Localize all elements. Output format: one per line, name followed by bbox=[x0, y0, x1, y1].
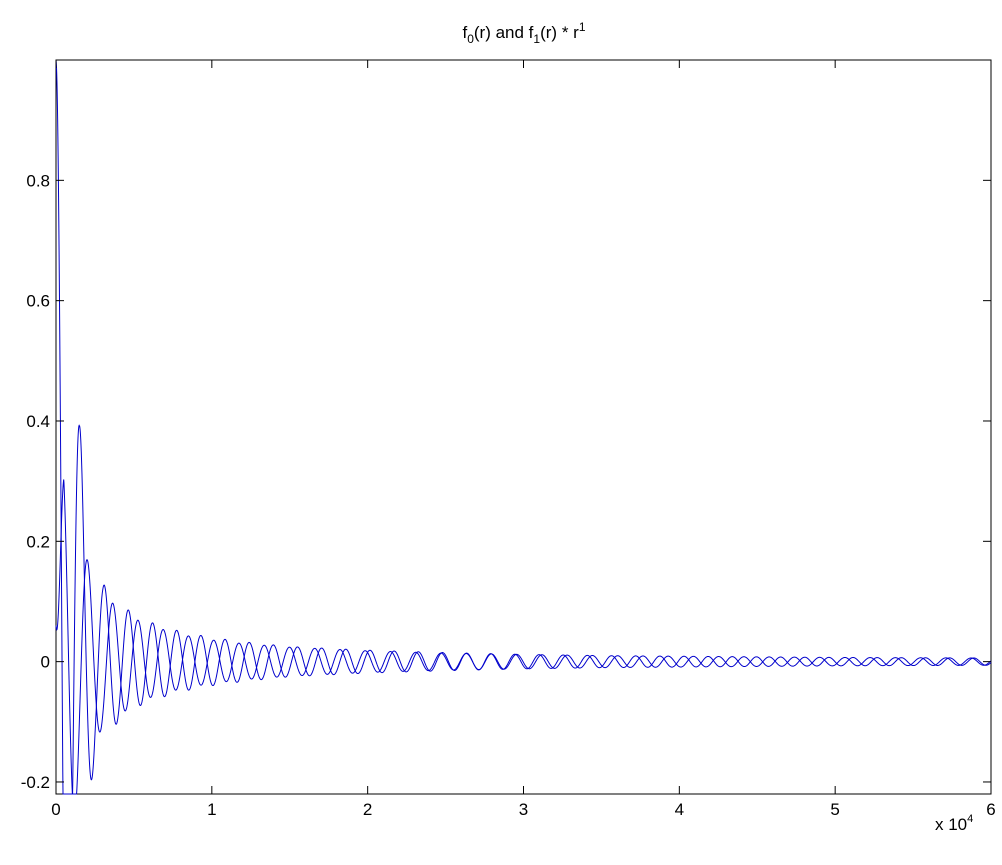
y-tick-label: 0.8 bbox=[26, 171, 50, 190]
title-f0-base: f bbox=[462, 23, 467, 42]
x-scale-label: x 104 bbox=[935, 813, 973, 834]
y-tick-label: 0.2 bbox=[26, 532, 50, 551]
x-tick-label: 5 bbox=[830, 800, 839, 819]
x-axis-ticks: 0 1 2 3 4 5 6 bbox=[51, 60, 996, 819]
x-tick-label: 6 bbox=[986, 800, 995, 819]
x-tick-label: 4 bbox=[675, 800, 684, 819]
x-scale-prefix: x 10 bbox=[935, 815, 967, 834]
x-tick-label: 1 bbox=[207, 800, 216, 819]
title-subscript-1: 1 bbox=[533, 32, 540, 46]
title-subscript-0: 0 bbox=[467, 32, 474, 46]
chart-title: f0(r) and f1(r) * r1 bbox=[462, 20, 585, 46]
x-scale-exponent: 4 bbox=[967, 813, 973, 825]
y-tick-label: 0.6 bbox=[26, 292, 50, 311]
title-superscript-1: 1 bbox=[579, 20, 586, 34]
series-line-f1-times-r bbox=[55, 479, 992, 795]
title-middle: (r) and f bbox=[474, 23, 534, 42]
title-middle-2: (r) * r bbox=[540, 23, 579, 42]
x-tick-label: 2 bbox=[363, 800, 372, 819]
y-tick-label: 0.4 bbox=[26, 412, 50, 431]
series-line-f0 bbox=[55, 59, 992, 795]
y-axis-ticks: -0.2 0 0.2 0.4 0.6 0.8 bbox=[21, 171, 991, 792]
plot-area bbox=[55, 59, 992, 795]
x-tick-label: 0 bbox=[51, 800, 60, 819]
y-tick-label: 0 bbox=[41, 653, 50, 672]
x-tick-label: 3 bbox=[519, 800, 528, 819]
axes-box bbox=[55, 59, 992, 795]
y-tick-label: -0.2 bbox=[21, 773, 50, 792]
series-group bbox=[55, 59, 992, 795]
